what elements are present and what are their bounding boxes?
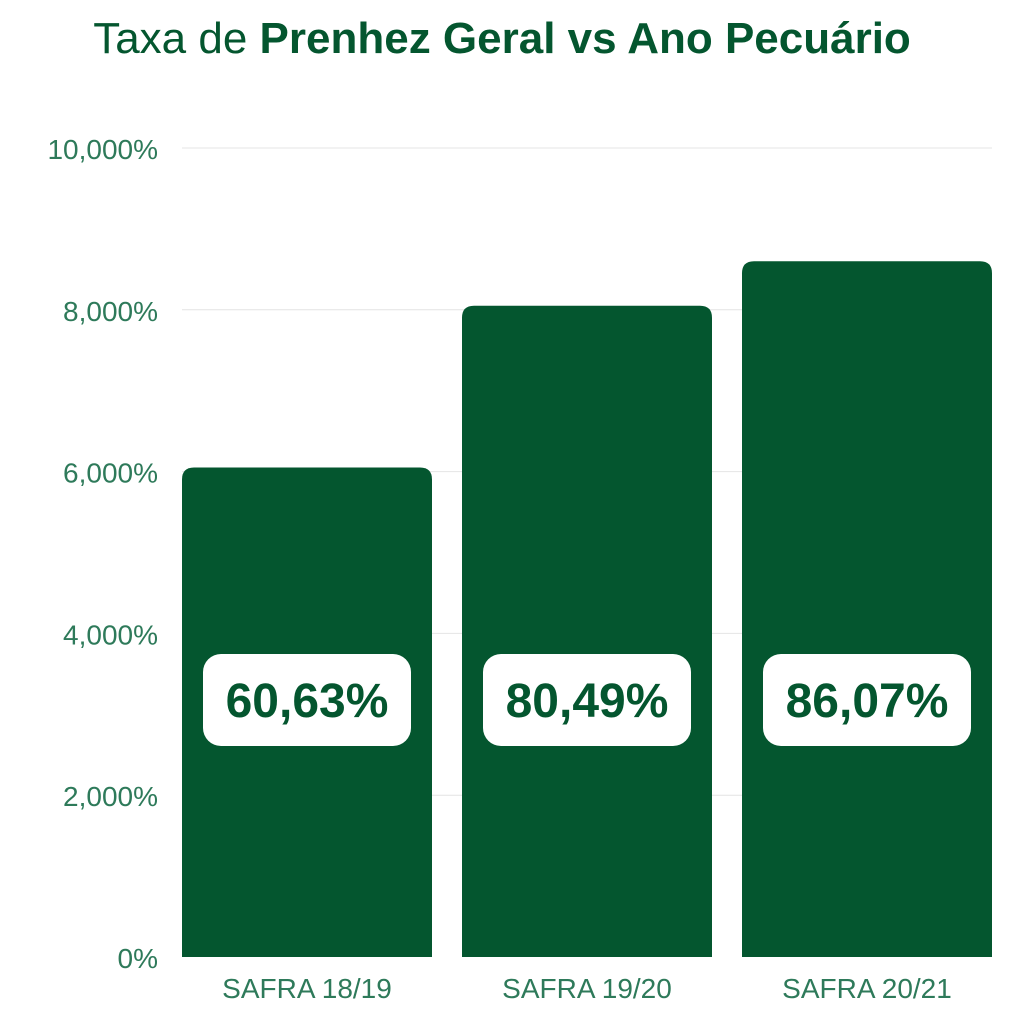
y-tick-label: 4,000% <box>63 619 158 650</box>
x-tick-label: SAFRA 20/21 <box>782 973 952 1004</box>
y-tick-label: 0% <box>118 943 158 974</box>
bar <box>742 261 992 957</box>
data-label: 60,63% <box>226 675 389 728</box>
data-label-box <box>483 654 691 746</box>
bars <box>182 261 992 957</box>
y-tick-label: 10,000% <box>47 134 158 165</box>
data-labels: 60,63% 80,49% 86,07% <box>203 654 971 746</box>
x-axis-tick-labels: SAFRA 18/19 SAFRA 19/20 SAFRA 20/21 <box>222 973 952 1004</box>
chart-title: Taxa de Prenhez Geral vs Ano Pecuário <box>0 14 1004 64</box>
data-label: 86,07% <box>786 675 949 728</box>
data-label-box <box>203 654 411 746</box>
chart-title-emphasis: Prenhez Geral vs Ano Pecuário <box>259 14 911 63</box>
y-tick-label: 8,000% <box>63 296 158 327</box>
data-label-box <box>763 654 971 746</box>
data-label: 80,49% <box>506 675 669 728</box>
y-tick-label: 6,000% <box>63 458 158 489</box>
y-tick-label: 2,000% <box>63 781 158 812</box>
y-axis-tick-labels: 0% 2,000% 4,000% 6,000% 8,000% 10,000% <box>47 134 158 974</box>
x-tick-label: SAFRA 18/19 <box>222 973 392 1004</box>
chart-title-prefix: Taxa de <box>93 14 260 63</box>
bar <box>462 305 712 957</box>
x-tick-label: SAFRA 19/20 <box>502 973 672 1004</box>
